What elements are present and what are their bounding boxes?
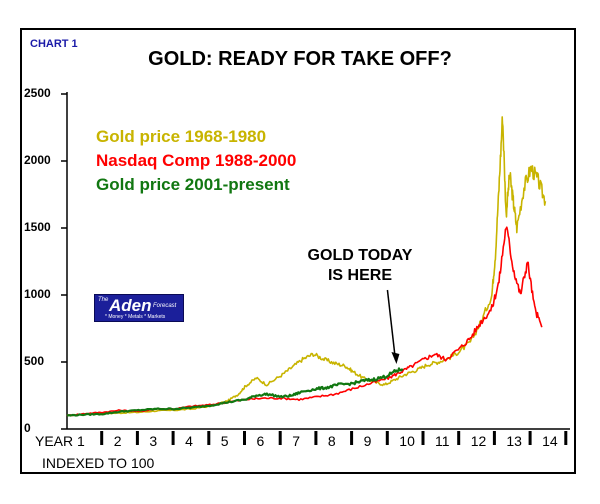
logo-tagline: * Money * Metals * Markets	[105, 314, 166, 320]
x-tick-mark	[457, 431, 461, 445]
x-tick-label: 4	[185, 433, 193, 449]
chart-title: GOLD: READY FOR TAKE OFF?	[148, 48, 452, 70]
x-tick-mark	[100, 431, 104, 445]
chart-tag: CHART 1	[30, 38, 78, 50]
legend-gold-1968-1980: Gold price 1968-1980	[96, 127, 267, 146]
x-tick-mark	[278, 431, 282, 445]
x-tick-mark	[564, 431, 568, 445]
x-tick-label: 6	[256, 433, 265, 449]
y-tick-label: 1500	[24, 220, 51, 234]
x-tick-label: YEAR 1	[35, 433, 85, 449]
x-tick-mark	[528, 431, 532, 445]
x-tick-label: 7	[292, 433, 300, 449]
logo-the: The	[98, 297, 109, 303]
logo-forecast: Forecast	[153, 303, 177, 309]
x-tick-label: 10	[399, 433, 415, 449]
x-tick-label: 9	[363, 433, 372, 449]
aden-forecast-logo: The Aden Forecast * Money * Metals * Mar…	[94, 294, 184, 322]
series-line-gold-price-2001-present	[66, 367, 404, 417]
x-tick-mark	[421, 431, 425, 445]
y-tick-label: 2500	[24, 86, 51, 100]
x-tick-mark	[314, 431, 318, 445]
y-tick-label: 500	[24, 354, 45, 368]
legend-gold-2001-present: Gold price 2001-present	[96, 175, 290, 194]
x-tick-mark	[492, 431, 496, 445]
x-tick-label: 11	[435, 433, 450, 449]
x-tick-mark	[385, 431, 389, 445]
y-tick-label: 2000	[24, 153, 51, 167]
x-tick-mark	[350, 431, 354, 445]
x-axis-label: INDEXED TO 100	[42, 455, 155, 471]
x-tick-mark	[135, 431, 139, 445]
annotation-line-1: GOLD TODAY	[307, 247, 413, 264]
annotation-arrow-line	[386, 289, 397, 361]
x-tick-mark	[171, 431, 175, 445]
x-tick-label: 3	[149, 433, 158, 449]
x-tick-label: 14	[542, 433, 558, 449]
legend-nasdaq-1988-2000: Nasdaq Comp 1988-2000	[96, 151, 297, 170]
x-tick-label: 5	[220, 433, 229, 449]
y-tick-label: 0	[24, 421, 31, 435]
x-tick-label: 8	[327, 433, 336, 449]
logo-name: Aden	[109, 296, 152, 315]
annotation-arrow-head	[391, 352, 400, 365]
x-tick-label: 12	[470, 433, 487, 449]
annotation-line-2: IS HERE	[327, 267, 392, 284]
x-tick-mark	[243, 431, 246, 445]
y-tick-label: 1000	[24, 287, 51, 301]
x-tick-label: 13	[506, 433, 522, 449]
x-tick-mark	[207, 431, 211, 445]
chart-frame	[20, 28, 576, 474]
x-tick-label: 2	[113, 433, 122, 449]
